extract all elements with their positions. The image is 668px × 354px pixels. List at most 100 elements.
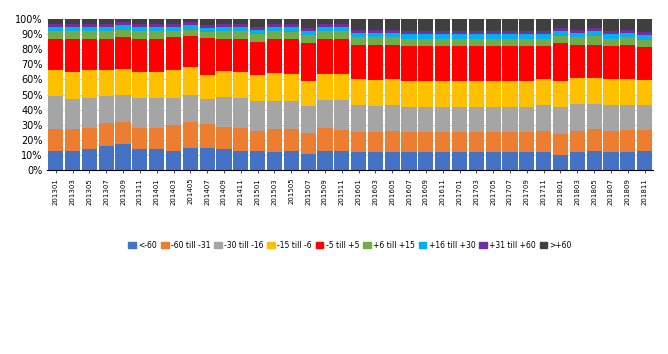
Bar bbox=[620, 45, 635, 79]
Bar bbox=[149, 23, 164, 27]
Bar bbox=[233, 72, 248, 98]
Bar bbox=[334, 100, 349, 130]
Bar bbox=[620, 30, 635, 33]
Bar bbox=[334, 74, 349, 100]
Bar bbox=[200, 28, 214, 32]
Bar bbox=[351, 19, 366, 30]
Bar bbox=[536, 34, 551, 39]
Bar bbox=[452, 152, 467, 170]
Bar bbox=[132, 149, 148, 170]
Bar bbox=[620, 152, 635, 170]
Bar bbox=[149, 98, 164, 128]
Bar bbox=[233, 23, 248, 27]
Bar bbox=[435, 39, 450, 46]
Bar bbox=[284, 74, 299, 101]
Bar bbox=[149, 39, 164, 72]
Bar bbox=[587, 129, 602, 150]
Bar bbox=[183, 67, 198, 95]
Bar bbox=[65, 19, 80, 23]
Bar bbox=[65, 72, 80, 99]
Bar bbox=[200, 99, 214, 124]
Bar bbox=[486, 19, 501, 31]
Bar bbox=[536, 131, 551, 152]
Bar bbox=[587, 104, 602, 129]
Bar bbox=[502, 34, 518, 39]
Bar bbox=[183, 19, 198, 22]
Bar bbox=[401, 19, 417, 31]
Bar bbox=[401, 34, 417, 39]
Bar bbox=[149, 19, 164, 23]
Bar bbox=[334, 24, 349, 27]
Bar bbox=[502, 39, 518, 46]
Bar bbox=[620, 19, 635, 30]
Bar bbox=[385, 131, 400, 152]
Bar bbox=[166, 27, 181, 31]
Bar bbox=[301, 81, 316, 107]
Bar bbox=[620, 131, 635, 152]
Bar bbox=[603, 34, 619, 39]
Bar bbox=[166, 150, 181, 170]
Bar bbox=[82, 128, 97, 149]
Bar bbox=[284, 32, 299, 40]
Bar bbox=[166, 23, 181, 27]
Bar bbox=[216, 19, 232, 24]
Bar bbox=[435, 107, 450, 132]
Bar bbox=[334, 152, 349, 170]
Bar bbox=[620, 104, 635, 131]
Bar bbox=[435, 34, 450, 39]
Bar bbox=[116, 95, 131, 122]
Bar bbox=[48, 70, 63, 96]
Bar bbox=[233, 31, 248, 39]
Bar bbox=[183, 148, 198, 170]
Bar bbox=[519, 107, 534, 132]
Bar bbox=[351, 33, 366, 37]
Bar bbox=[351, 105, 366, 132]
Bar bbox=[368, 106, 383, 132]
Bar bbox=[351, 152, 366, 170]
Bar bbox=[284, 129, 299, 151]
Bar bbox=[637, 151, 652, 170]
Bar bbox=[385, 105, 400, 131]
Bar bbox=[166, 37, 181, 70]
Bar bbox=[317, 32, 333, 39]
Bar bbox=[368, 33, 383, 37]
Bar bbox=[250, 27, 265, 30]
Bar bbox=[452, 132, 467, 152]
Bar bbox=[48, 96, 63, 129]
Bar bbox=[469, 152, 484, 170]
Bar bbox=[216, 31, 232, 39]
Bar bbox=[368, 19, 383, 30]
Bar bbox=[620, 37, 635, 45]
Bar bbox=[233, 150, 248, 170]
Bar bbox=[435, 152, 450, 170]
Bar bbox=[368, 152, 383, 170]
Bar bbox=[553, 43, 568, 81]
Bar bbox=[637, 19, 652, 32]
Bar bbox=[519, 34, 534, 39]
Bar bbox=[570, 33, 585, 37]
Bar bbox=[233, 27, 248, 31]
Bar bbox=[452, 31, 467, 34]
Bar bbox=[65, 150, 80, 170]
Bar bbox=[99, 70, 114, 96]
Bar bbox=[637, 40, 652, 47]
Bar bbox=[65, 27, 80, 31]
Bar bbox=[317, 19, 333, 24]
Bar bbox=[216, 127, 232, 149]
Bar bbox=[116, 69, 131, 95]
Bar bbox=[553, 155, 568, 170]
Bar bbox=[317, 24, 333, 27]
Bar bbox=[48, 150, 63, 170]
Bar bbox=[284, 151, 299, 170]
Bar bbox=[82, 39, 97, 70]
Bar bbox=[200, 32, 214, 38]
Bar bbox=[116, 122, 131, 144]
Bar bbox=[553, 107, 568, 134]
Bar bbox=[418, 81, 434, 107]
Bar bbox=[536, 105, 551, 131]
Bar bbox=[267, 39, 282, 73]
Bar bbox=[368, 80, 383, 106]
Bar bbox=[469, 107, 484, 132]
Bar bbox=[65, 31, 80, 39]
Bar bbox=[603, 131, 619, 152]
